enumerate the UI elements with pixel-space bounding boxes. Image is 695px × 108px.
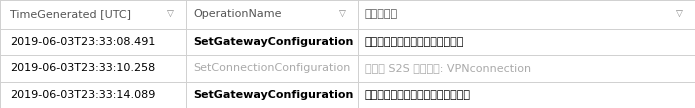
Text: メッセージ: メッセージ (365, 9, 398, 19)
Text: SetConnectionConfiguration: SetConnectionConfiguration (193, 63, 350, 73)
Text: TimeGenerated [UTC]: TimeGenerated [UTC] (10, 9, 131, 19)
Text: SetGatewayConfiguration: SetGatewayConfiguration (193, 90, 354, 100)
Text: SetGatewayConfiguration: SetGatewayConfiguration (193, 37, 354, 47)
Text: OperationName: OperationName (193, 9, 281, 19)
Text: ▽: ▽ (338, 10, 345, 19)
Text: 2019-06-03T23:33:10.258: 2019-06-03T23:33:10.258 (10, 63, 156, 73)
Text: ゲートウェイ構成を受信しました: ゲートウェイ構成を受信しました (365, 37, 464, 47)
Text: ゲートウェイの構成に成功しました: ゲートウェイの構成に成功しました (365, 90, 471, 100)
Text: 2019-06-03T23:33:08.491: 2019-06-03T23:33:08.491 (10, 37, 156, 47)
Text: 接続の S2S 接続構成: VPNconnection: 接続の S2S 接続構成: VPNconnection (365, 63, 531, 73)
Text: ▽: ▽ (167, 10, 174, 19)
Text: ▽: ▽ (676, 10, 682, 19)
Text: 2019-06-03T23:33:14.089: 2019-06-03T23:33:14.089 (10, 90, 156, 100)
